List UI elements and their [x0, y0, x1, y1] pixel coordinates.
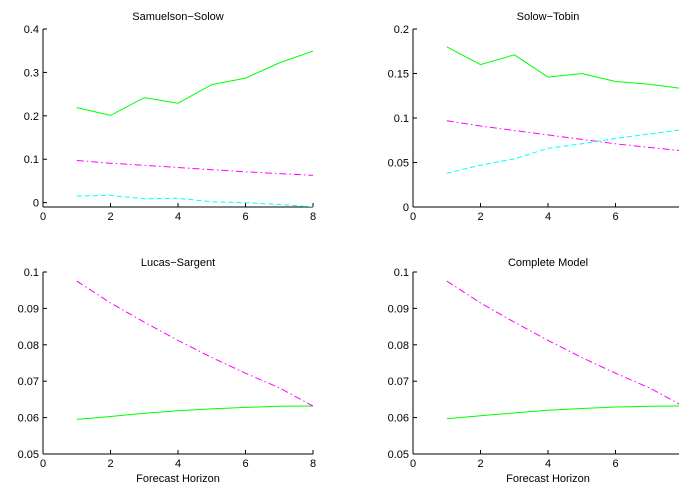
x-tick-label: 6 [612, 211, 618, 223]
series-line-dashdot [446, 280, 679, 405]
series-line-dashdot [76, 160, 313, 176]
series-line-solid [446, 405, 679, 420]
x-tick-label: 6 [612, 458, 618, 470]
panel-title: Complete Model [508, 257, 588, 269]
x-tick-label: 6 [242, 211, 248, 223]
x-tick-label: 4 [545, 211, 551, 223]
y-tick-label: 0.09 [18, 303, 39, 315]
x-tick-label: 8 [310, 211, 316, 223]
y-tick-label: 0.1 [394, 113, 409, 125]
x-tick-label: 2 [107, 458, 113, 470]
panel-title: Samuelson−Solow [132, 11, 223, 23]
y-tick-label: 0.15 [388, 69, 409, 81]
series-line-dashdot [446, 120, 679, 151]
y-tick-label: 0.08 [388, 340, 409, 352]
y-tick-label: 0.06 [18, 413, 39, 425]
x-axis-label: Forecast Horizon [506, 473, 590, 485]
y-tick-label: 0.1 [24, 154, 39, 166]
y-tick-label: 0 [33, 198, 39, 210]
x-tick-label: 2 [107, 211, 113, 223]
panel-title: Lucas−Sargent [141, 257, 215, 269]
x-tick-label: 0 [410, 211, 416, 223]
y-tick-label: 0.1 [394, 267, 409, 279]
x-tick-label: 2 [477, 211, 483, 223]
x-tick-label: 4 [175, 211, 181, 223]
y-tick-label: 0 [403, 202, 409, 214]
y-tick-label: 0.05 [388, 158, 409, 170]
y-tick-label: 0.07 [18, 376, 39, 388]
y-tick-label: 0.09 [388, 303, 409, 315]
plot-area-samuelson-solow: 0 2 4 6 8 0 0.1 0.2 0.3 0.4 [24, 24, 316, 223]
series-line-dashed [76, 194, 313, 207]
y-tick-label: 0.4 [24, 24, 39, 36]
x-tick-label: 0 [40, 211, 46, 223]
panel-samuelson-solow: Samuelson−Solow 0 2 4 6 8 0 0.1 0.2 0.3 0.4 [24, 11, 316, 223]
series-line-dashed [446, 129, 679, 174]
y-tick-label: 0.2 [394, 24, 409, 36]
y-tick-label: 0.1 [24, 267, 39, 279]
x-tick-label: 6 [242, 458, 248, 470]
x-tick-label: 8 [310, 458, 316, 470]
y-tick-label: 0.3 [24, 67, 39, 79]
y-tick-label: 0.06 [388, 413, 409, 425]
series-line-dashdot [76, 280, 313, 407]
y-tick-label: 0.07 [388, 376, 409, 388]
y-tick-label: 0.05 [388, 449, 409, 461]
x-tick-label: 0 [40, 458, 46, 470]
x-tick-label: 0 [410, 458, 416, 470]
y-tick-label: 0.05 [18, 449, 39, 461]
panel-title: Solow−Tobin [517, 11, 580, 23]
y-tick-label: 0.2 [24, 111, 39, 123]
y-tick-label: 0.08 [18, 340, 39, 352]
series-line-solid [76, 405, 313, 420]
series-line-solid [76, 50, 313, 116]
x-axis-label: Forecast Horizon [136, 473, 220, 485]
x-tick-label: 2 [477, 458, 483, 470]
series-line-solid [446, 46, 679, 89]
x-tick-label: 4 [175, 458, 181, 470]
panel-lucas-sargent: Lucas−Sargent 0 2 4 6 80.050.060.070.080.090… [18, 257, 316, 485]
plot-area-lucas-sargent: 0 2 4 6 8 0.05 0.06 0.07 0.08 0.09 0.1 [18, 267, 316, 470]
panel-complete-model: Complete Model 024680.050.060.070.080.09… [388, 257, 679, 485]
x-tick-label: 4 [545, 458, 551, 470]
